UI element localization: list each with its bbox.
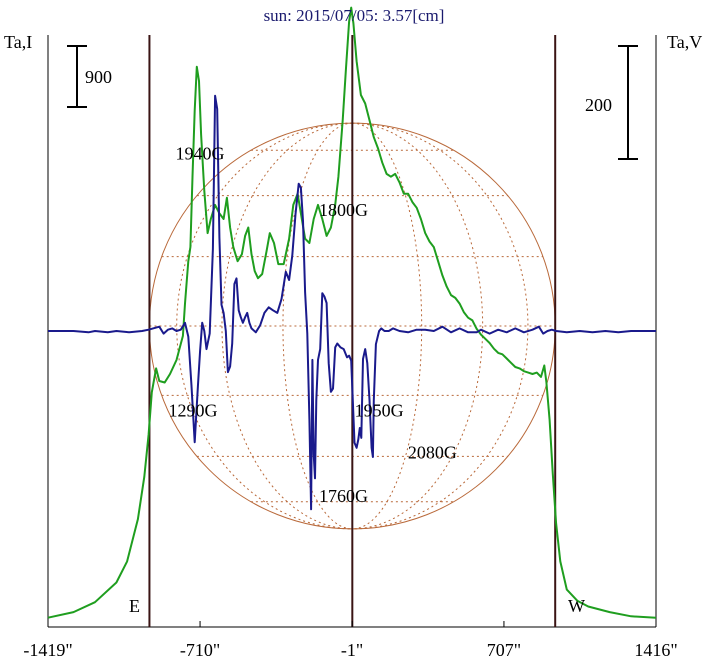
x-tick-label: -1419": [23, 640, 72, 660]
right-scale-label: 200: [585, 95, 612, 115]
longitude-line: [221, 122, 353, 530]
longitude-line: [352, 122, 423, 530]
gauss-annotation: 1950G: [355, 401, 404, 421]
gauss-annotation: 1760G: [319, 486, 368, 506]
series-line-polarization: [48, 94, 656, 511]
right-axis-label: Ta,V: [667, 32, 702, 52]
east-limb-label: E: [129, 596, 140, 616]
left-axis-label: Ta,I: [4, 32, 32, 52]
longitude-line: [282, 122, 353, 530]
series-layer: [47, 6, 657, 619]
gauss-annotation: 1290G: [168, 401, 217, 421]
gauss-annotation: 1800G: [319, 200, 368, 220]
west-limb-label: W: [568, 596, 585, 616]
x-tick-label: -710": [180, 640, 220, 660]
scale-bars: [67, 45, 638, 160]
x-tick-label: 1416": [634, 640, 677, 660]
left-scale-label: 900: [85, 67, 112, 87]
longitude-line: [352, 122, 484, 530]
longitude-line: [176, 122, 353, 530]
text-layer: sun: 2015/07/05: 3.57[cm] Ta,I Ta,V 900 …: [4, 6, 702, 616]
chart-title: sun: 2015/07/05: 3.57[cm]: [264, 6, 445, 25]
gauss-annotation: 1940G: [176, 143, 225, 163]
x-tick-labels: -1419" -710" -1" 707" 1416": [23, 621, 678, 660]
gauss-annotation: 2080G: [408, 443, 457, 463]
longitude-line: [352, 122, 529, 530]
x-tick-label: 707": [487, 640, 521, 660]
annotations: 1940G 1800G 1290G 1950G 2080G 1760G: [168, 143, 456, 506]
x-tick-label: -1": [341, 640, 363, 660]
series-line-intensity: [47, 6, 657, 619]
